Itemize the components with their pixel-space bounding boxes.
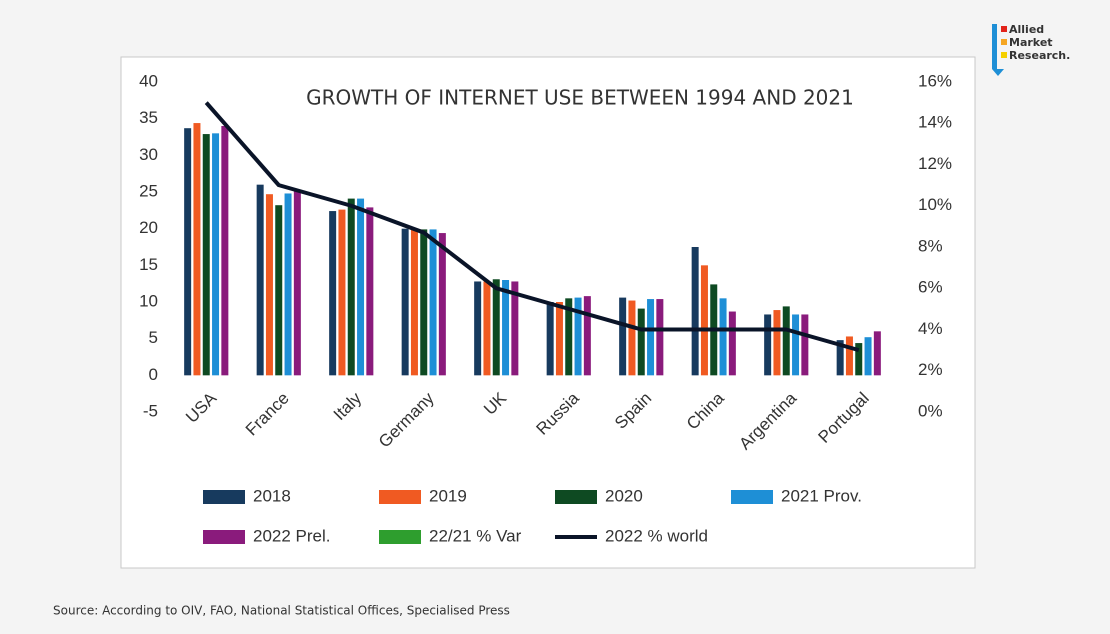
y-tick-label: 15 <box>139 255 158 274</box>
bar <box>420 229 428 376</box>
bar <box>855 343 863 376</box>
bar <box>193 123 201 376</box>
legend-swatch <box>731 490 773 504</box>
bar <box>836 340 844 376</box>
legend-label: 2018 <box>253 486 291 505</box>
bar <box>565 298 573 376</box>
legend-swatch <box>203 530 245 544</box>
bar <box>256 184 264 376</box>
y-tick-label: 0 <box>149 365 158 384</box>
legend-swatch <box>379 530 421 544</box>
bar <box>792 314 800 376</box>
bar <box>782 306 790 376</box>
bar <box>221 126 229 376</box>
bar <box>873 331 881 376</box>
bar <box>284 193 292 376</box>
legend-label: 2022 % world <box>605 526 708 545</box>
y2-tick-label: 16% <box>918 71 952 90</box>
bar <box>401 228 409 376</box>
bar <box>502 280 510 376</box>
bar <box>474 281 482 376</box>
logo-square <box>1001 39 1007 45</box>
logo-tail <box>992 69 1004 76</box>
bar <box>410 229 418 376</box>
y2-tick-label: 12% <box>918 154 952 173</box>
logo-bar <box>992 24 997 69</box>
logo: Allied Market Research. <box>992 23 1070 76</box>
y-tick-label: 35 <box>139 108 158 127</box>
bar <box>728 311 736 376</box>
bar <box>212 133 220 376</box>
bar <box>492 279 500 376</box>
legend-swatch <box>203 490 245 504</box>
legend-label: 2022 Prel. <box>253 526 331 545</box>
legend-label: 2019 <box>429 486 467 505</box>
bar <box>338 209 346 376</box>
chart-title: GROWTH OF INTERNET USE BETWEEN 1994 AND … <box>306 86 854 110</box>
y-tick-label: 20 <box>139 218 158 237</box>
logo-text: Research. <box>1009 49 1070 62</box>
bar <box>275 205 283 376</box>
line <box>204 101 860 353</box>
bar <box>700 265 708 376</box>
bar <box>366 207 374 376</box>
y-tick-label: 5 <box>149 328 158 347</box>
bar <box>574 297 582 376</box>
bar <box>429 229 437 376</box>
bar <box>483 281 491 376</box>
bar <box>647 299 655 376</box>
bar <box>511 281 519 376</box>
y2-tick-label: 14% <box>918 113 952 132</box>
bar <box>347 198 355 376</box>
legend-swatch <box>379 490 421 504</box>
y2-tick-label: 0% <box>918 401 943 420</box>
bar <box>357 198 365 376</box>
bar <box>656 299 664 376</box>
y2-tick-label: 4% <box>918 319 943 338</box>
bar <box>184 128 192 376</box>
bar <box>773 310 781 376</box>
bar <box>691 247 699 376</box>
bar <box>555 302 563 376</box>
legend-label: 2020 <box>605 486 643 505</box>
bar <box>845 336 853 376</box>
bar <box>265 194 273 376</box>
bar <box>864 337 872 376</box>
y2-tick-label: 8% <box>918 236 943 255</box>
legend-swatch <box>555 490 597 504</box>
bar <box>764 314 772 376</box>
bar <box>801 314 809 376</box>
bar <box>583 296 591 376</box>
y2-tick-label: 10% <box>918 195 952 214</box>
y-tick-label: 25 <box>139 181 158 200</box>
y2-tick-label: 6% <box>918 278 943 297</box>
bar <box>293 190 301 376</box>
source-note: Source: According to OIV, FAO, National … <box>53 604 510 618</box>
y-tick-label: -5 <box>143 401 158 420</box>
bar <box>202 134 210 376</box>
logo-square <box>1001 52 1007 58</box>
legend-label: 2021 Prov. <box>781 486 862 505</box>
bar <box>628 300 636 376</box>
y-tick-label: 40 <box>139 71 158 90</box>
y2-tick-label: 2% <box>918 360 943 379</box>
logo-text: Allied <box>1009 23 1044 36</box>
bar <box>619 297 627 376</box>
bar <box>329 211 337 376</box>
legend-label: 22/21 % Var <box>429 526 522 545</box>
bar <box>438 233 446 376</box>
bar <box>719 298 727 376</box>
logo-square <box>1001 26 1007 32</box>
y-tick-label: 30 <box>139 145 158 164</box>
bar <box>546 302 554 376</box>
logo-text: Market <box>1009 36 1053 49</box>
bar <box>637 308 645 376</box>
y-tick-label: 10 <box>139 291 158 310</box>
